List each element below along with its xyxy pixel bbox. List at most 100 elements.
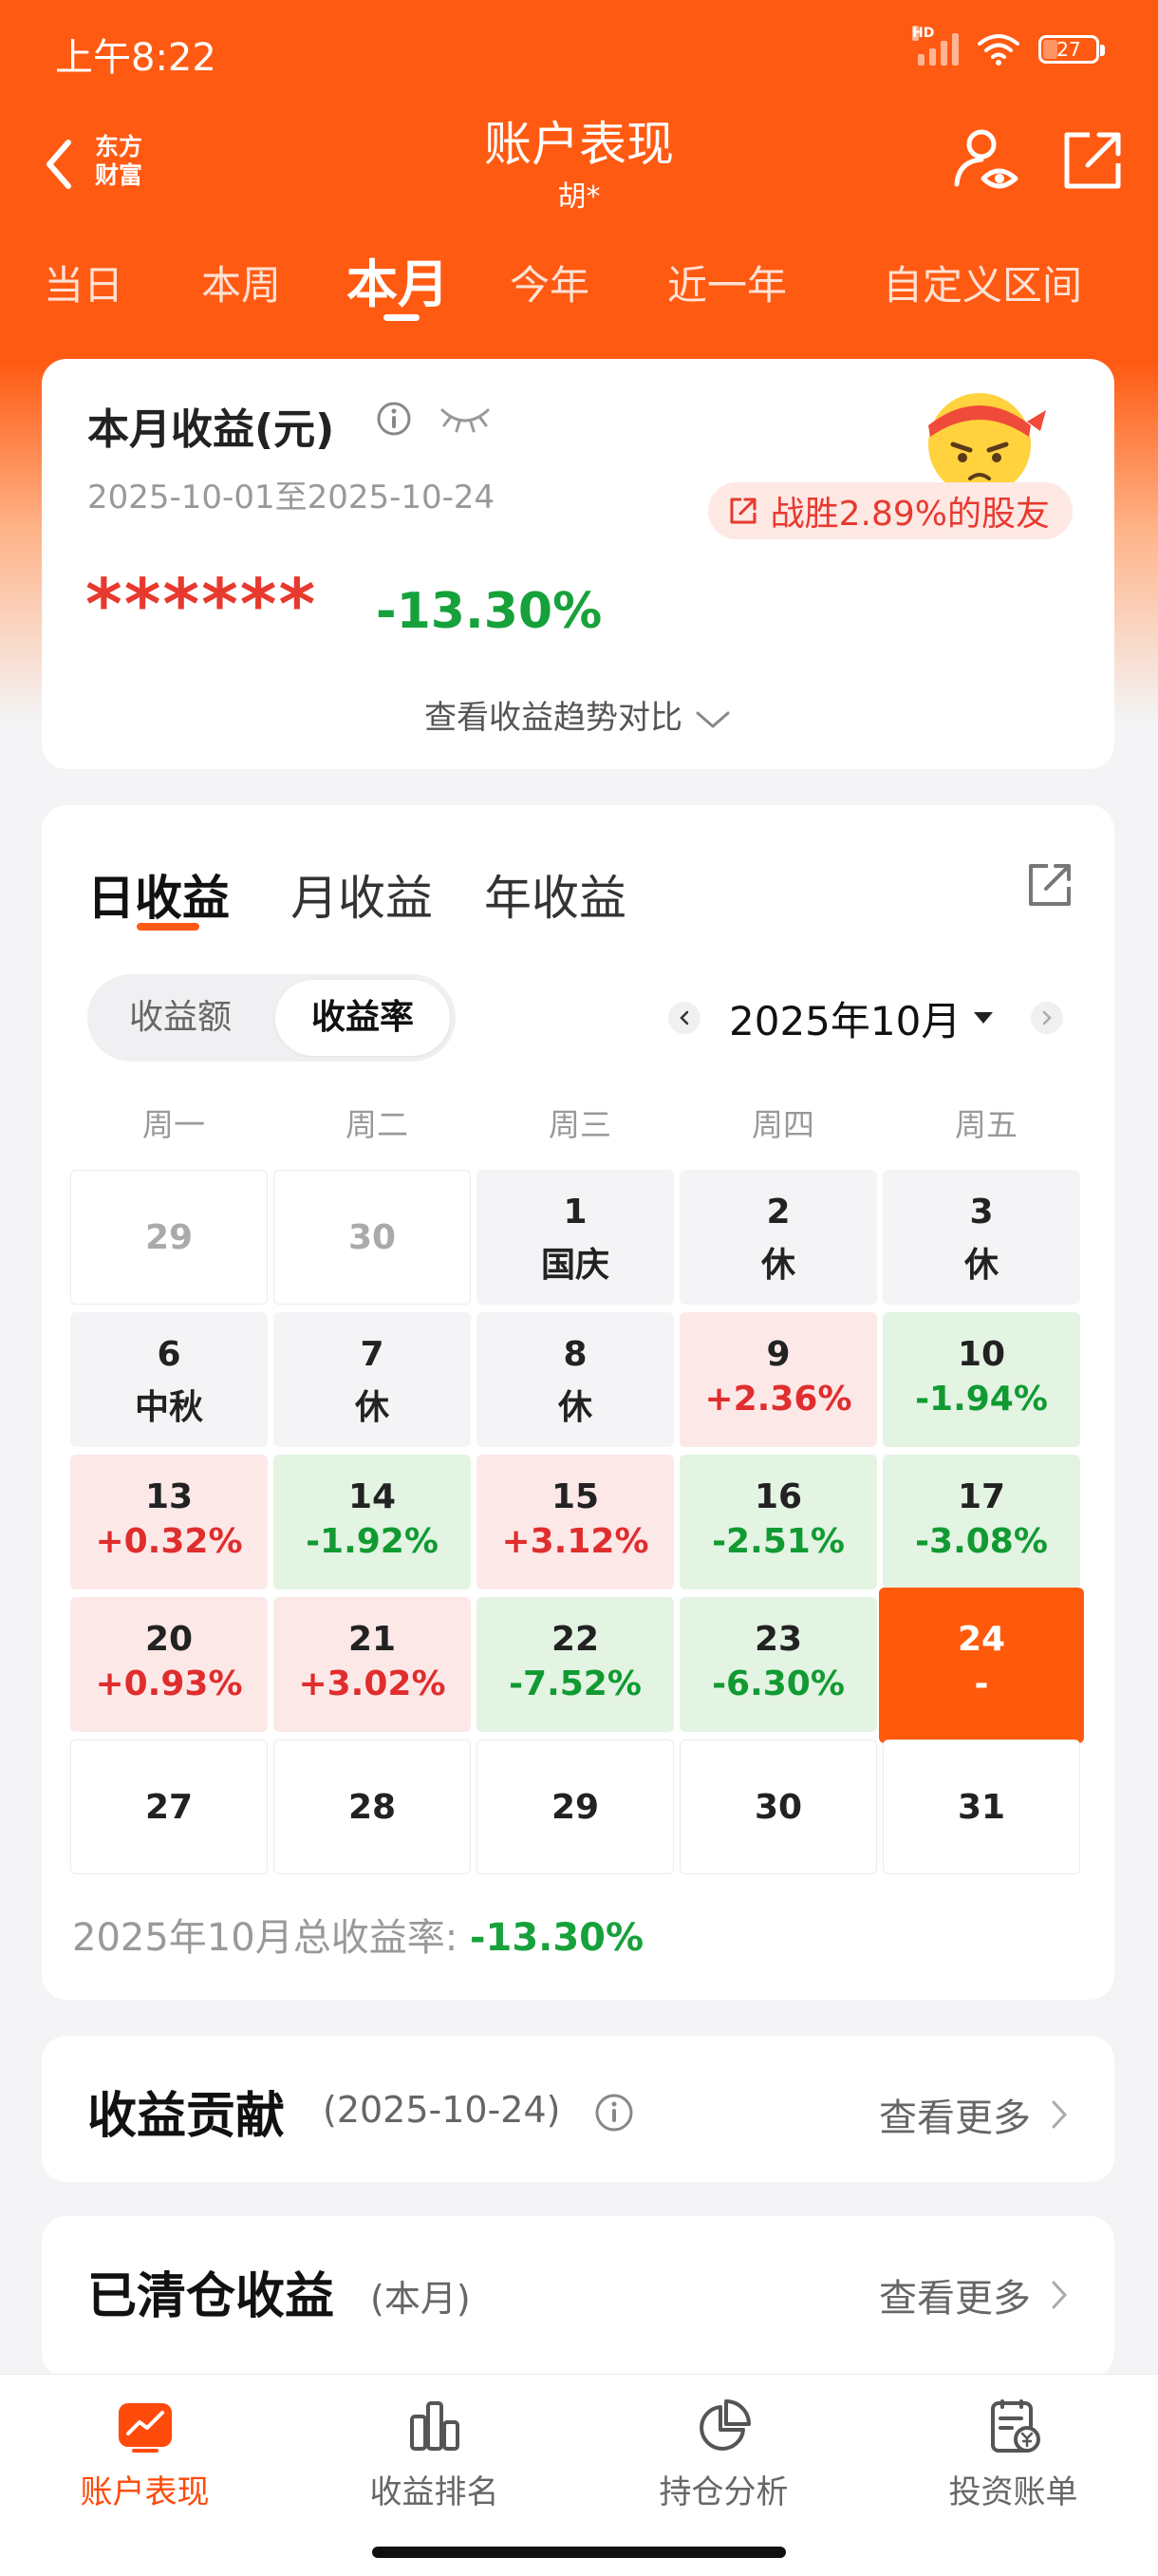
nav-holdings-analysis[interactable]: 持仓分析 [579,2396,868,2512]
calendar-day-number: 15 [551,1477,600,1516]
calendar-day-value: -6.30% [712,1664,845,1703]
toggle-rate[interactable]: 收益率 [275,980,450,1056]
cleared-more-link[interactable]: 查看更多 [879,2267,1069,2322]
home-indicator[interactable] [372,2547,786,2558]
calendar-day-number: 9 [766,1335,791,1374]
nav-account-performance[interactable]: 账户表现 [0,2396,290,2512]
calendar-day-cell[interactable]: 16 -2.51% [680,1455,877,1589]
calendar-day-cell[interactable]: 22 -7.52% [476,1597,674,1732]
status-icons: HD 27 [912,26,1105,66]
calendar-day-number: 2 [766,1193,791,1232]
hide-amount-icon[interactable] [439,404,492,433]
beat-peers-badge[interactable]: 战胜2.89%的股友 [707,482,1073,539]
tab-month[interactable]: 本月 [346,254,449,314]
calendar-day-value: +0.32% [95,1522,243,1561]
prev-month-button[interactable] [668,1002,700,1034]
calendar-day-cell[interactable]: 1 国庆 [476,1170,674,1305]
chevron-down-icon [696,711,730,727]
tab-today[interactable]: 当日 [44,262,124,309]
calendar-day-number: 13 [144,1477,194,1516]
trend-compare-link[interactable]: 查看收益趋势对比 [42,691,1114,738]
calendar-day-value: +0.93% [95,1664,243,1703]
share-icon[interactable] [1055,123,1131,199]
calendar-day-cell[interactable]: 27 [70,1739,268,1874]
tab-last-year[interactable]: 近一年 [667,262,788,309]
tab-daily-earnings[interactable]: 日收益 [87,871,230,926]
toggle-amount[interactable]: 收益额 [128,998,232,1037]
pie-icon [699,2399,751,2451]
contribution-card[interactable]: 收益贡献 (2025-10-24) 查看更多 [42,2036,1114,2182]
calendar-day-value: +3.12% [501,1522,649,1561]
weekday-mon: 周一 [142,1106,205,1143]
calendar-day-value: 休 [760,1246,795,1285]
info-icon[interactable] [376,401,412,437]
calendar-day-number: 20 [144,1620,194,1659]
calendar-day-number: 30 [347,1218,397,1257]
calendar-day-cell[interactable]: 30 [273,1170,471,1305]
nav-label: 账户表现 [80,2473,210,2511]
calendar-day-value: 国庆 [540,1246,609,1285]
contribution-more-link[interactable]: 查看更多 [879,2087,1069,2142]
calendar-day-cell[interactable]: 14 -1.92% [273,1455,471,1589]
month-total-label: 2025年10月总收益率: [72,1916,470,1960]
calendar-day-number: 22 [551,1620,600,1659]
calendar-day-cell[interactable]: 30 [680,1739,877,1874]
calendar-day-cell[interactable]: 29 [70,1170,268,1305]
page-title: 账户表现 [484,117,674,172]
calendar-day-cell[interactable]: 17 -3.08% [883,1455,1080,1589]
nav-label: 投资账单 [948,2473,1078,2511]
tab-week[interactable]: 本周 [201,262,282,309]
account-name: 胡* [557,180,601,214]
calendar-day-cell[interactable]: 24 - [879,1588,1084,1743]
calendar-day-cell[interactable]: 6 中秋 [70,1312,268,1447]
next-month-button[interactable] [1031,1002,1064,1034]
calendar-day-cell[interactable]: 13 +0.32% [70,1455,268,1589]
tab-monthly-earnings[interactable]: 月收益 [290,871,433,926]
calendar-day-value: 休 [963,1246,999,1285]
calendar-day-cell[interactable]: 9 +2.36% [680,1312,877,1447]
tab-yearly-earnings[interactable]: 年收益 [484,871,626,926]
back-arrow-icon[interactable] [36,131,84,197]
bottom-nav: 账户表现 收益排名 持仓分析 投资账单 [0,2374,1158,2576]
calendar-day-number: 29 [144,1218,194,1257]
brand-line-2: 财富 [95,161,143,189]
cleared-more-label: 查看更多 [879,2277,1031,2321]
status-time: 上午8:22 [55,36,216,80]
user-view-icon[interactable] [949,123,1025,199]
nav-earnings-ranking[interactable]: 收益排名 [290,2396,579,2512]
calendar-day-number: 16 [754,1477,803,1516]
info-icon[interactable] [594,2093,634,2133]
calendar-day-number: 10 [957,1335,1006,1374]
tab-year[interactable]: 今年 [510,262,590,309]
contribution-title: 收益贡献 [87,2088,286,2145]
calendar-day-cell[interactable]: 21 +3.02% [273,1597,471,1732]
calendar-day-cell[interactable]: 29 [476,1739,674,1874]
tab-custom-range[interactable]: 自定义区间 [883,262,1083,309]
nav-investment-bill[interactable]: 投资账单 [868,2396,1158,2512]
brand-logo: 东方 财富 [95,133,142,190]
current-month[interactable]: 2025年10月 [729,997,962,1044]
signal-icon: HD [912,26,959,66]
calendar-day-cell[interactable]: 15 +3.12% [476,1455,674,1589]
calendar-day-number: 8 [563,1335,588,1374]
metric-toggle: 收益额 收益率 [87,974,456,1062]
share-calendar-icon[interactable] [1023,858,1076,912]
mascot-icon [928,393,1046,496]
month-dropdown-icon[interactable] [974,1012,994,1024]
calendar-day-value: 休 [354,1388,389,1427]
cleared-title: 已清仓收益 [87,2268,335,2325]
calendar-day-cell[interactable]: 20 +0.93% [70,1597,268,1732]
calendar-day-cell[interactable]: 23 -6.30% [680,1597,877,1732]
calendar-day-number: 21 [347,1620,397,1659]
cleared-positions-card[interactable]: 已清仓收益 (本月) 查看更多 [42,2216,1114,2378]
calendar-day-cell[interactable]: 28 [273,1739,471,1874]
calendar-day-number: 6 [157,1335,181,1374]
calendar-day-cell[interactable]: 10 -1.94% [883,1312,1080,1447]
chevron-right-icon [1052,2281,1068,2309]
calendar-day-cell[interactable]: 31 [883,1739,1080,1874]
calendar-day-value: -7.52% [509,1664,642,1703]
